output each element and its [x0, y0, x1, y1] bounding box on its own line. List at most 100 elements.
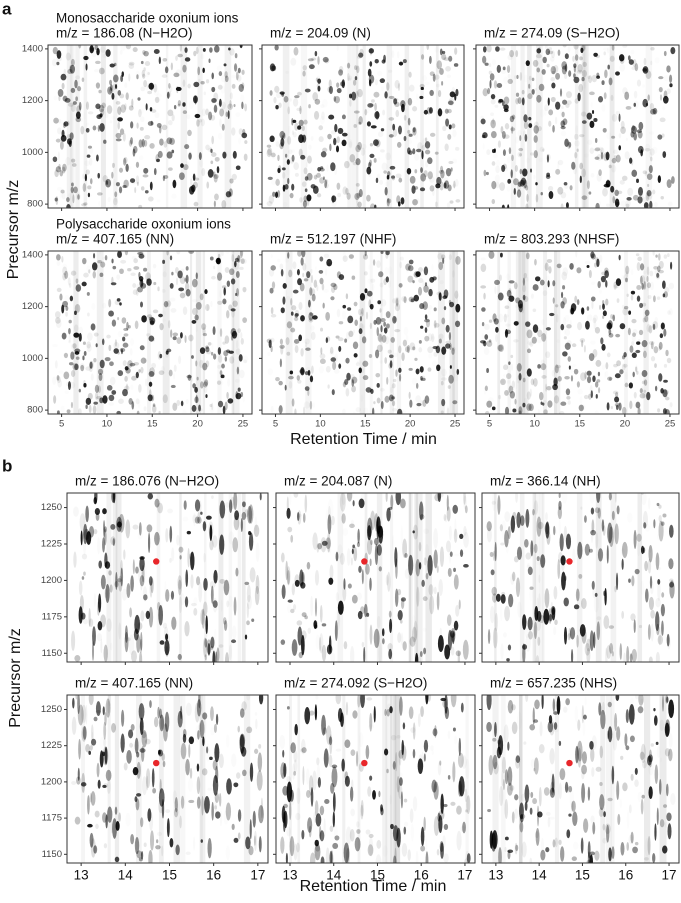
spot — [350, 749, 356, 757]
spot — [280, 130, 284, 140]
spot — [204, 795, 210, 814]
spot — [666, 357, 672, 364]
spot — [227, 378, 230, 386]
spot — [269, 90, 273, 96]
spot — [182, 306, 188, 316]
spot — [168, 83, 171, 89]
spot — [592, 317, 597, 324]
spot — [57, 261, 61, 266]
spot — [226, 310, 230, 319]
spot — [633, 132, 638, 141]
spot — [61, 120, 64, 126]
spot — [557, 186, 564, 195]
spot — [289, 159, 295, 164]
spot — [408, 259, 414, 265]
spot — [271, 254, 273, 259]
spot — [223, 63, 227, 67]
spot — [231, 823, 235, 830]
spot — [159, 778, 162, 794]
spot — [61, 332, 67, 340]
spot — [559, 585, 563, 592]
spot — [216, 380, 222, 385]
spot — [587, 75, 591, 80]
spot — [458, 599, 461, 610]
spot — [140, 60, 144, 65]
spot — [428, 584, 434, 596]
spot — [217, 364, 221, 369]
spot — [417, 758, 424, 774]
spot — [304, 176, 309, 181]
spot — [233, 782, 239, 788]
spot — [218, 71, 223, 77]
spot — [270, 345, 273, 353]
spot — [314, 839, 319, 847]
spot — [333, 95, 337, 102]
spot — [76, 776, 81, 785]
spot — [545, 521, 550, 539]
spot — [241, 746, 247, 757]
spot — [375, 854, 382, 863]
spot — [543, 787, 550, 796]
spot — [134, 737, 139, 754]
spot — [165, 528, 169, 543]
spot — [253, 835, 256, 846]
spot — [315, 844, 321, 852]
spot — [352, 544, 355, 549]
spot — [161, 845, 164, 857]
spot — [120, 733, 125, 753]
spot — [577, 63, 583, 73]
spot — [132, 559, 135, 575]
spot — [335, 551, 339, 562]
spot — [142, 174, 149, 178]
spot — [533, 135, 538, 143]
spot — [554, 116, 558, 125]
spot — [61, 82, 65, 90]
spot — [561, 65, 567, 75]
spot — [139, 556, 145, 572]
spot — [635, 401, 641, 409]
spot — [188, 251, 195, 254]
spot — [379, 78, 386, 84]
spot — [66, 134, 72, 139]
spot — [568, 813, 572, 817]
spot — [215, 713, 219, 726]
spot — [594, 156, 600, 160]
spot — [499, 274, 502, 281]
spot — [140, 301, 143, 308]
spot — [648, 325, 653, 334]
spot — [76, 86, 82, 92]
spot — [183, 164, 189, 171]
spot — [224, 266, 230, 274]
spot — [89, 45, 94, 54]
streak — [595, 493, 602, 662]
spot — [573, 604, 580, 610]
spot — [196, 699, 202, 717]
spot — [112, 265, 117, 270]
spot — [129, 178, 136, 183]
spot — [255, 718, 258, 730]
spot — [564, 53, 568, 58]
streak — [362, 45, 366, 208]
spot — [301, 612, 307, 618]
spot — [211, 402, 214, 411]
spot — [522, 130, 526, 137]
spot — [399, 256, 404, 261]
spot — [601, 519, 605, 532]
spot — [579, 162, 584, 170]
spot — [606, 402, 610, 411]
x-tick-label: 20 — [620, 419, 631, 430]
spot — [360, 804, 364, 820]
spot — [303, 167, 308, 175]
spot — [341, 493, 346, 506]
spot — [195, 394, 198, 404]
spot — [381, 86, 384, 91]
spot — [74, 351, 80, 355]
spot — [432, 360, 437, 366]
spot — [235, 165, 241, 170]
spot — [429, 595, 435, 615]
spot — [650, 156, 653, 162]
spot — [358, 116, 363, 125]
spot — [191, 602, 197, 607]
spot — [211, 86, 216, 93]
spot — [510, 169, 513, 179]
